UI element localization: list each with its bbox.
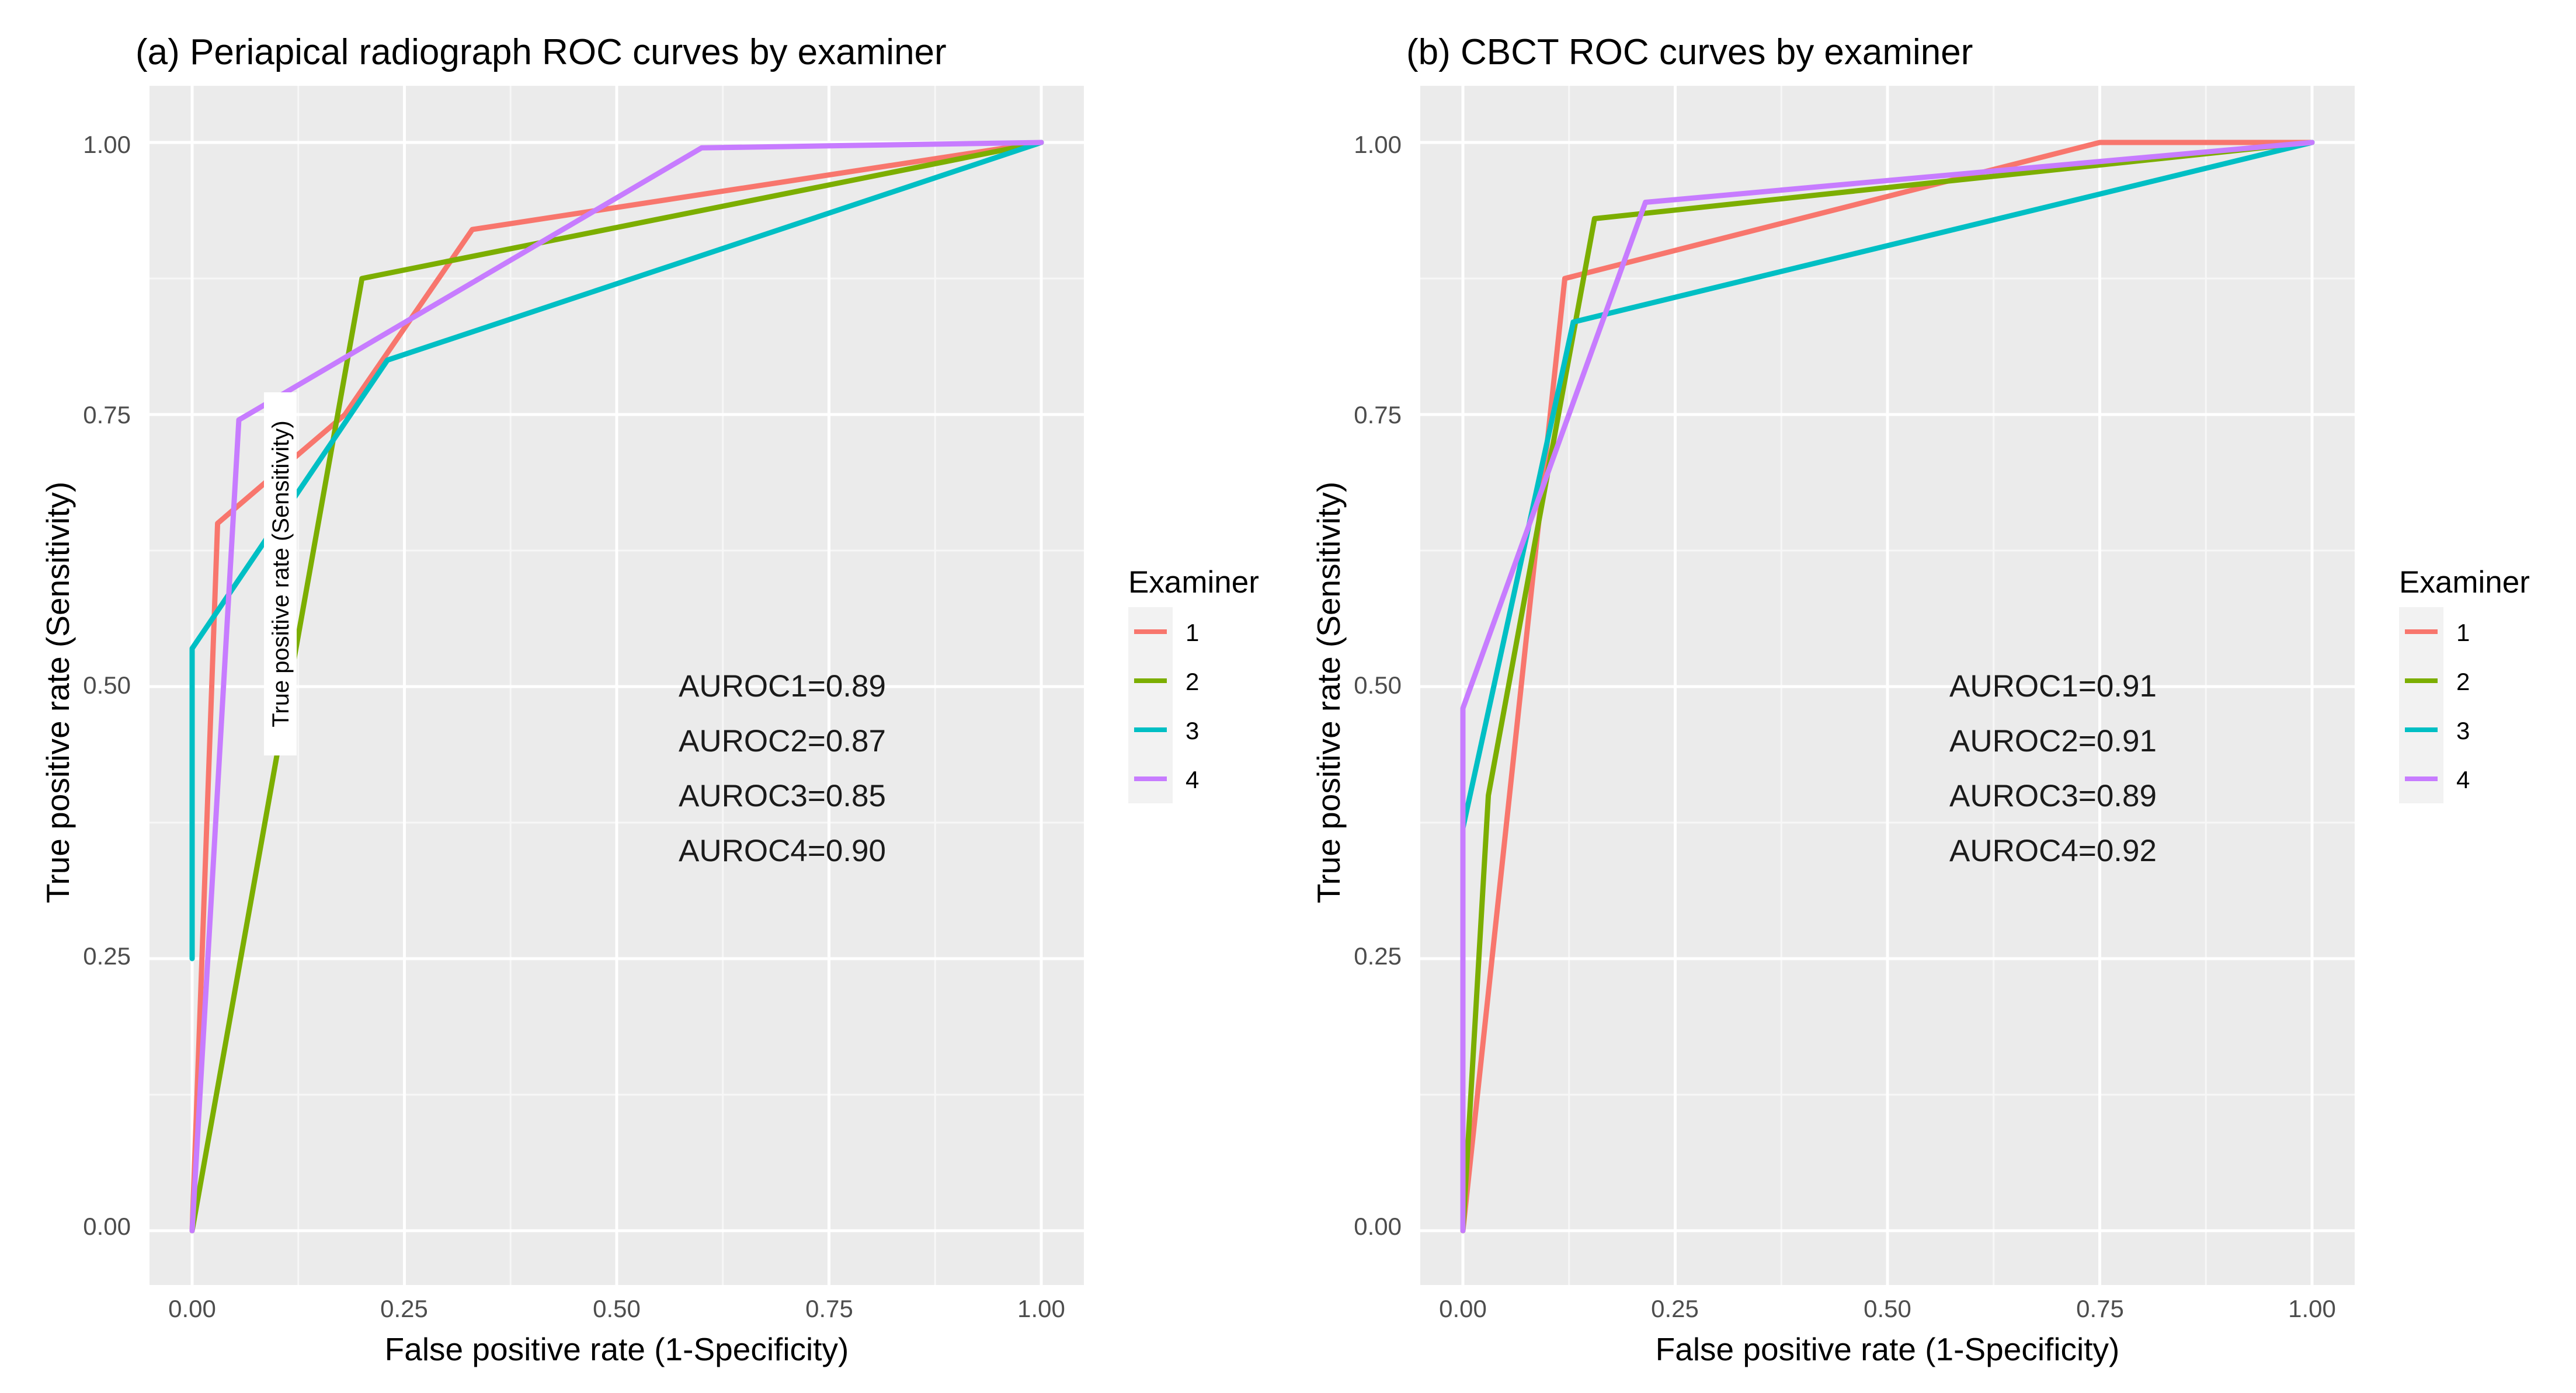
- panel-b-auroc-1: AUROC1=0.91: [1949, 669, 2157, 704]
- panel-a-x-tick-label: 1.00: [1017, 1295, 1065, 1322]
- panel-a-x-axis-title: False positive rate (1-Specificity): [385, 1331, 849, 1367]
- panel-b-y-tick-label: 0.25: [1354, 942, 1402, 970]
- panel-b-series: [1460, 140, 2315, 1234]
- panel-b-legend-title: Examiner: [2399, 565, 2530, 600]
- legend-label: 3: [1186, 717, 1199, 744]
- panel-a-x-tick-label: 0.50: [593, 1295, 641, 1322]
- panel-a-auroc-2: AUROC2=0.87: [679, 724, 886, 758]
- legend-label: 1: [2456, 619, 2470, 646]
- roc-curve-examiner-2: [189, 140, 1044, 1234]
- legend-entry: 4: [2399, 754, 2470, 803]
- panel-b-legend: Examiner 1 2 3: [2399, 565, 2530, 803]
- panel-b-x-tick-label: 0.00: [1439, 1295, 1487, 1322]
- panel-a-annotations: AUROC1=0.89 AUROC2=0.87 AUROC3=0.85 AURO…: [679, 669, 886, 868]
- panel-a-overlay-label-box: [264, 392, 297, 755]
- legend-entry: 2: [1128, 656, 1199, 705]
- panel-a-overlay-label: True positive rate (Sensitivity): [264, 392, 297, 755]
- panel-a-x-tick-label: 0.25: [380, 1295, 428, 1322]
- panel-a-x-tick-label: 0.75: [805, 1295, 853, 1322]
- panel-a-y-tick-label: 0.00: [83, 1213, 131, 1240]
- panel-b-annotations: AUROC1=0.91 AUROC2=0.91 AUROC3=0.89 AURO…: [1949, 669, 2157, 868]
- legend-entry: 3: [1128, 705, 1199, 754]
- panel-b-auroc-4: AUROC4=0.92: [1949, 834, 2157, 868]
- roc-curve-examiner-1: [1460, 140, 2315, 1234]
- panel-a-grid: [150, 86, 1084, 1285]
- roc-curve-examiner-2: [1460, 140, 2315, 1234]
- panel-a-legend-title: Examiner: [1128, 565, 1259, 600]
- legend-entry: 1: [1128, 607, 1199, 656]
- panel-a-overlay-label-text: True positive rate (Sensitivity): [268, 420, 294, 727]
- panel-b-x-axis-title: False positive rate (1-Specificity): [1656, 1331, 2120, 1367]
- legend-label: 2: [1186, 668, 1199, 695]
- panel-a-x-ticks: 0.00 0.25 0.50 0.75 1.00: [168, 1295, 1065, 1322]
- panel-b-y-tick-label: 1.00: [1354, 131, 1402, 158]
- panel-b-legend-items: 1 2 3 4: [2399, 607, 2470, 803]
- panel-b-y-axis-title: True positive rate (Sensitivity): [1310, 482, 1347, 903]
- legend-label: 4: [2456, 766, 2470, 793]
- legend-entry: 4: [1128, 754, 1199, 803]
- panel-a-auroc-1: AUROC1=0.89: [679, 669, 886, 704]
- panel-b-title: (b) CBCT ROC curves by examiner: [1406, 32, 1973, 72]
- panel-b-x-tick-label: 1.00: [2288, 1295, 2336, 1322]
- panel-b-auroc-2: AUROC2=0.91: [1949, 724, 2157, 758]
- legend-label: 3: [2456, 717, 2470, 744]
- legend-label: 1: [1186, 619, 1199, 646]
- legend-entry: 2: [2399, 656, 2470, 705]
- legend-label: 4: [1186, 766, 1199, 793]
- panel-a-auroc-4: AUROC4=0.90: [679, 834, 886, 868]
- roc-curve-examiner-3: [1460, 140, 2315, 831]
- panel-b-auroc-3: AUROC3=0.89: [1949, 779, 2157, 813]
- panel-a-legend: Examiner 1 2 3: [1128, 565, 1259, 803]
- panel-a-y-axis-title: True positive rate (Sensitivity): [40, 482, 76, 903]
- panel-b-y-tick-label: 0.00: [1354, 1213, 1402, 1240]
- legend-entry: 3: [2399, 705, 2470, 754]
- panel-b-y-tick-label: 0.75: [1354, 401, 1402, 429]
- panel-a-y-tick-label: 0.75: [83, 401, 131, 429]
- panel-b-x-tick-label: 0.25: [1651, 1295, 1699, 1322]
- panel-a-y-tick-label: 0.25: [83, 942, 131, 970]
- panel-a-x-tick-label: 0.00: [168, 1295, 216, 1322]
- legend-label: 2: [2456, 668, 2470, 695]
- roc-curve-examiner-4: [1460, 140, 2315, 1234]
- panel-b-x-tick-label: 0.75: [2076, 1295, 2124, 1322]
- panel-a-y-tick-label: 1.00: [83, 131, 131, 158]
- panel-b-y-ticks: 0.00 0.25 0.50 0.75 1.00: [1354, 131, 1402, 1240]
- panel-a-auroc-3: AUROC3=0.85: [679, 779, 886, 813]
- panel-a-title: (a) Periapical radiograph ROC curves by …: [135, 32, 947, 72]
- roc-curve-examiner-4: [189, 140, 1044, 1234]
- panel-a-y-ticks: 0.00 0.25 0.50 0.75 1.00: [83, 131, 131, 1240]
- panel-a-legend-items: 1 2 3 4: [1128, 607, 1199, 803]
- panel-b-x-ticks: 0.00 0.25 0.50 0.75 1.00: [1439, 1295, 2336, 1322]
- roc-curve-examiner-1: [189, 140, 1044, 1234]
- legend-entry: 1: [2399, 607, 2470, 656]
- panel-a: (a) Periapical radiograph ROC curves by …: [40, 32, 1259, 1367]
- panel-b-y-tick-label: 0.50: [1354, 671, 1402, 699]
- panel-a-y-tick-label: 0.50: [83, 671, 131, 699]
- panel-b-x-tick-label: 0.50: [1864, 1295, 1911, 1322]
- panel-b: (b) CBCT ROC curves by examiner 0.00 0.2…: [1310, 32, 2530, 1367]
